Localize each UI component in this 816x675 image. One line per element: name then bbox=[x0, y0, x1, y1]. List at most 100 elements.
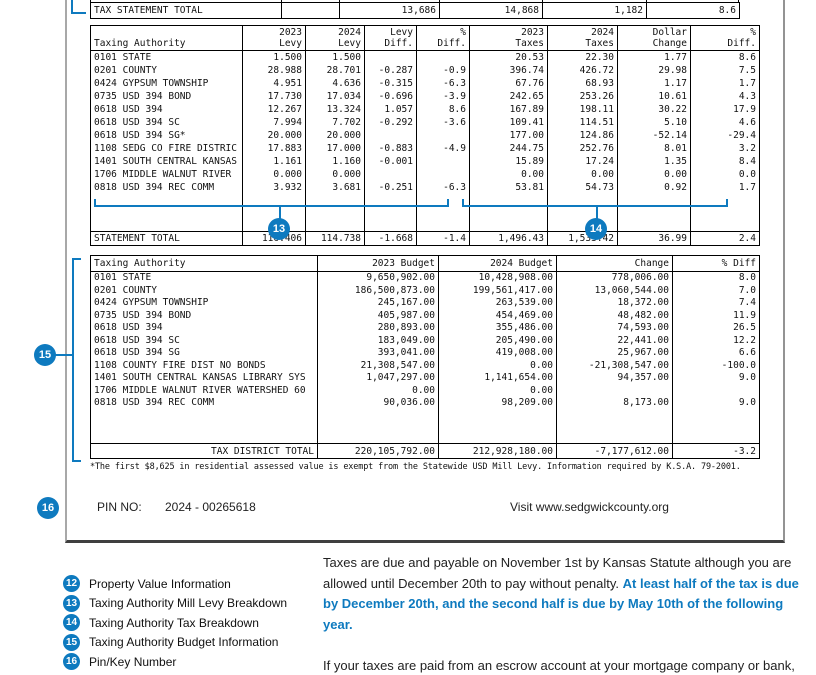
due-date-paragraph: Taxes are due and payable on November 1s… bbox=[323, 553, 801, 635]
mill-cell-value bbox=[364, 129, 417, 142]
callout-legend: 12 Property Value Information 13 Taxing Aut… bbox=[63, 575, 287, 673]
mill-cell-value: 1.7 bbox=[690, 181, 760, 194]
mill-cell-value: -0.9 bbox=[416, 64, 470, 77]
mill-column-header: Dollar Change bbox=[617, 25, 691, 51]
budget-cell-value: 98,209.00 bbox=[438, 397, 557, 410]
divider-stub bbox=[281, 0, 282, 3]
legend-number-badge: 15 bbox=[63, 633, 80, 651]
mill-cell-value: 1.500 bbox=[305, 50, 365, 64]
mill-table-row: 0201 COUNTY 28.988 28.701 -0.287 -0.9 396.74 4… bbox=[91, 64, 760, 77]
mill-cell-value: 167.89 bbox=[469, 103, 548, 116]
mill-cell-value: 17.034 bbox=[305, 90, 365, 103]
mill-cell-label: 0735 USD 394 BOND bbox=[94, 91, 192, 102]
mill-column-header: 2024 Levy bbox=[305, 25, 365, 51]
mill-cell-label: 0618 USD 394 SC bbox=[94, 117, 180, 128]
budget-cell-value: 0.00 bbox=[438, 359, 557, 372]
pin-number: 2024 - 00265618 bbox=[165, 500, 256, 514]
mill-column-header: Levy Diff. bbox=[364, 25, 417, 51]
mill-cell-value: 17.9 bbox=[690, 103, 760, 116]
mill-cell-value: 198.11 bbox=[547, 103, 618, 116]
mill-cell-value: 53.81 bbox=[469, 181, 548, 194]
mill-cell-value: -29.4 bbox=[690, 129, 760, 142]
tax-statement-total-value bbox=[281, 2, 340, 19]
mill-column-header: 2023 Levy bbox=[242, 25, 306, 51]
mill-cell-value: 7.994 bbox=[242, 116, 306, 129]
budget-cell-value: 778,006.00 bbox=[556, 271, 673, 285]
budget-table-row: 0735 USD 394 BOND 405,987.00 454,469.00 48,… bbox=[91, 309, 760, 322]
mill-cell-value: 1.500 bbox=[242, 50, 306, 64]
tax-statement-total-row: TAX STATEMENT TOTAL 13,686 14,868 1,182 8.6 bbox=[90, 2, 740, 19]
mill-cell-value: 1.7 bbox=[690, 77, 760, 90]
mill-cell-value: 0.000 bbox=[242, 168, 306, 181]
budget-cell-value: 48,482.00 bbox=[556, 309, 673, 322]
budget-total-value: -3.2 bbox=[672, 443, 760, 459]
budget-cell-value: 454,469.00 bbox=[438, 309, 557, 322]
divider-stub bbox=[90, 0, 91, 3]
mill-cell-value: 17.730 bbox=[242, 90, 306, 103]
legend-label: Property Value Information bbox=[89, 576, 231, 591]
mill-cell-value: -3.6 bbox=[416, 116, 470, 129]
mill-cell-label: 0424 GYPSUM TOWNSHIP bbox=[94, 78, 209, 89]
legend-label: Taxing Authority Tax Breakdown bbox=[89, 615, 259, 630]
spacer-cell bbox=[91, 410, 318, 444]
budget-table-row: 0818 USD 394 REC COMM 90,036.00 98,209.00 8… bbox=[91, 397, 760, 410]
callout-13-stem bbox=[279, 207, 281, 219]
divider-stub bbox=[542, 0, 543, 3]
budget-table: Taxing Authority 2023 Budget 2024 Budget Ch… bbox=[90, 255, 760, 459]
spacer-cell bbox=[617, 194, 691, 231]
mill-cell-value: 7.5 bbox=[690, 64, 760, 77]
budget-cell-label: 1108 COUNTY FIRE DIST NO BONDS bbox=[94, 359, 266, 371]
mill-cell-value: -0.001 bbox=[364, 155, 417, 168]
spacer-cell bbox=[416, 194, 470, 231]
spacer-cell bbox=[556, 409, 673, 444]
budget-cell-value: 205,490.00 bbox=[438, 334, 557, 347]
budget-column-header: % Diff bbox=[672, 255, 760, 272]
budget-cell-value: 263,539.00 bbox=[438, 297, 557, 310]
mill-column-header: 2023 Taxes bbox=[469, 25, 548, 51]
legend-item: 14 Taxing Authority Tax Breakdown bbox=[63, 614, 287, 631]
legend-label: Pin/Key Number bbox=[89, 654, 177, 669]
mill-total-value: 1,496.43 bbox=[469, 230, 548, 245]
budget-table-row: 0618 USD 394 SC 183,049.00 205,490.00 22,44… bbox=[91, 334, 760, 347]
callout-15-stem bbox=[55, 354, 72, 356]
mill-cell-value: 4.3 bbox=[690, 90, 760, 103]
budget-cell-value: 74,593.00 bbox=[556, 322, 673, 335]
mill-total-value: 2.4 bbox=[690, 230, 760, 245]
callout-15-badge: 15 bbox=[34, 344, 56, 366]
mill-cell-value: 3.681 bbox=[305, 181, 365, 194]
mill-cell-value: 67.76 bbox=[469, 77, 548, 90]
tax-statement-total-value: 13,686 bbox=[339, 2, 440, 19]
legend-number-badge: 13 bbox=[63, 594, 80, 612]
mill-table-row: 0618 USD 394 SC 7.994 7.702 -0.292 -3.6 109.4… bbox=[91, 116, 760, 129]
escrow-paragraph: If your taxes are paid from an escrow ac… bbox=[323, 658, 795, 673]
budget-cell-value: 9.0 bbox=[672, 372, 760, 385]
mill-cell-value: -0.287 bbox=[364, 64, 417, 77]
mill-cell-value: 252.76 bbox=[547, 142, 618, 155]
mill-cell-value: 114.51 bbox=[547, 116, 618, 129]
mill-cell-value: -0.292 bbox=[364, 116, 417, 129]
tax-statement-total-value: 1,182 bbox=[542, 2, 647, 19]
mill-column-header: Taxing Authority bbox=[90, 25, 243, 51]
legend-number-badge: 14 bbox=[63, 614, 80, 631]
mill-cell-label: 0201 COUNTY bbox=[94, 65, 157, 76]
legend-item: 12 Property Value Information bbox=[63, 575, 287, 592]
mill-cell-value: 17.000 bbox=[305, 142, 365, 155]
mill-cell-value: 17.883 bbox=[242, 142, 306, 155]
mill-cell-value: 29.98 bbox=[617, 64, 691, 77]
mill-cell-value: 20.53 bbox=[469, 50, 548, 64]
mill-cell-value: 68.93 bbox=[547, 77, 618, 90]
tax-statement-total-value: 8.6 bbox=[646, 2, 740, 19]
callout-15-brace bbox=[72, 258, 81, 462]
document-page: TAX STATEMENT TOTAL 13,686 14,868 1,182 8.6 … bbox=[65, 0, 785, 543]
spacer-cell bbox=[469, 194, 548, 231]
budget-cell-label: 0618 USD 394 SC bbox=[94, 334, 180, 346]
budget-table-row: 0101 STATE 9,650,902.00 10,428,908.00 778,0… bbox=[91, 271, 760, 285]
mill-table-row: 1401 SOUTH CENTRAL KANSAS 1.161 1.160 -0.00… bbox=[91, 155, 760, 168]
mill-cell-value: 1.17 bbox=[617, 77, 691, 90]
mill-cell-value: 1.057 bbox=[364, 103, 417, 116]
mill-total-value: 36.99 bbox=[617, 230, 691, 245]
budget-cell-value: 6.6 bbox=[672, 347, 760, 360]
mill-cell-value bbox=[364, 50, 417, 64]
mill-cell-value: -6.3 bbox=[416, 181, 470, 194]
